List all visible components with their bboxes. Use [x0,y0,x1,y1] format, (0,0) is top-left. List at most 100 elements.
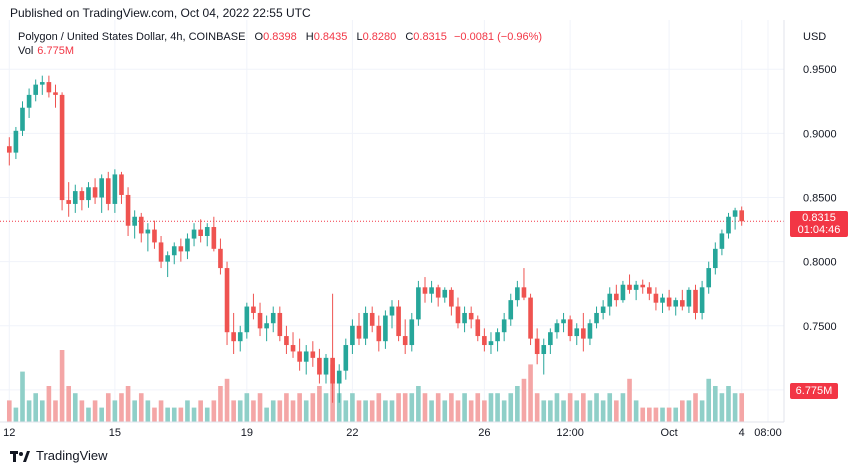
candle-body [363,312,368,339]
volume-bar [409,393,415,422]
volume-bar [211,400,217,422]
candle-body [660,297,665,303]
volume-bar [244,393,250,422]
volume-bar [660,407,665,422]
volume-bar [521,378,527,422]
volume-bar [310,393,316,422]
x-tick-label: 12:00 [556,427,584,439]
volume-bar [257,393,263,422]
candle-body [237,332,243,342]
candle-body [719,233,725,249]
volume-bar [264,407,269,422]
x-tick-label: 12 [3,427,15,439]
volume-bar [92,400,98,422]
volume-bar [105,393,111,422]
volume-bar [442,400,448,422]
candle-body [46,82,52,93]
volume-bar [145,400,151,422]
volume-bar [343,400,349,422]
volume-bar [712,386,718,422]
candle-body [561,319,566,324]
candle-body [548,332,553,346]
volume-bar [363,400,368,422]
volume-bar [468,400,474,422]
candle-body [59,94,65,201]
candle-body [257,312,263,329]
volume-bar [732,393,738,422]
candle-body [680,300,685,307]
volume-bar [666,407,672,422]
ohlc-values: O0.8398 H0.8435 L0.8280 C0.8315 −0.0081 … [249,31,543,43]
candle-body [581,328,586,339]
low-value: 0.8280 [362,31,397,43]
volume-tag: 6.775M [790,383,838,399]
candle-body [673,300,679,307]
volume-bar [383,400,388,422]
candle-body [402,336,408,346]
candle-body [416,287,421,320]
candle-body [152,229,157,243]
candle-body [699,287,705,313]
candle-body [191,229,197,239]
volume-bar [165,407,170,422]
candle-body [482,336,487,346]
high-value: 0.8435 [313,31,348,43]
volume-bar [607,393,613,422]
open-label: O [254,31,264,43]
candles [6,75,745,403]
volume-bar [726,386,731,422]
candle-body [534,338,540,355]
volume-bar [303,400,309,422]
candle-body [686,289,692,307]
candle-body [376,325,382,342]
volume-value: 6.775M [37,45,74,57]
volume-bar [178,407,184,422]
volume-bar [633,400,639,422]
candle-body [633,284,639,290]
candle-body [204,227,210,236]
candle-body [712,248,718,269]
volume-bar [79,400,85,422]
volume-bar [59,350,65,422]
volume-bar [356,400,362,422]
candle-body [79,191,85,201]
candle-body [39,82,45,85]
x-tick-label: 08:00 [754,427,782,439]
tradingview-logo-icon [10,450,30,462]
y-tick-label: 0.7500 [803,321,837,333]
volume-bar [501,400,507,422]
volume-bar [554,393,560,422]
x-tick-label: 26 [478,427,490,439]
candle-body [165,255,170,262]
candle-body [541,345,547,355]
candle-body [449,289,454,307]
candle-body [270,312,276,324]
low-label: L [356,31,363,43]
volume-bar [653,407,659,422]
candle-body [86,187,91,201]
candle-body [501,319,507,333]
footer-brand[interactable]: TradingView [10,448,108,463]
x-tick-label: 19 [241,427,253,439]
volume-bar [185,400,190,422]
volume-bar [290,400,296,422]
volume-bar [620,393,626,422]
volume-bar [251,400,256,422]
volume-bar [429,400,434,422]
volume-bar [416,386,421,422]
volume-bar [435,393,441,422]
candle-body [383,315,388,342]
volume-bar [528,364,533,422]
volume-bar [171,407,177,422]
volume-bar [614,400,619,422]
candle-body [6,146,12,153]
high-label: H [305,31,314,43]
volume-bar [455,400,461,422]
candle-body [594,312,599,324]
candle-body [251,306,256,313]
candle-body [185,238,190,252]
candle-body [462,312,467,324]
volume-bar [204,407,210,422]
volume-bar [277,400,283,422]
